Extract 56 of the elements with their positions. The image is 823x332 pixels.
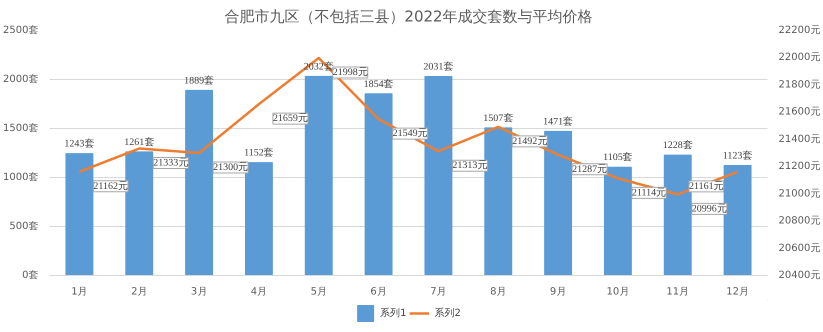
data-label: 21333元 xyxy=(153,158,188,169)
data-label: 1152套 xyxy=(244,146,274,159)
y-tick-label: 0套 xyxy=(22,269,39,281)
x-tick-label: 9月 xyxy=(550,286,566,298)
y-tick-label: 2000套 xyxy=(3,73,39,85)
data-label: 1243套 xyxy=(64,138,94,150)
x-tick-label: 3月 xyxy=(190,286,208,298)
x-tick-label: 8月 xyxy=(490,286,506,298)
y2-tick-label: 22200元 xyxy=(778,25,820,36)
x-tick-label: 4月 xyxy=(250,286,268,298)
y2-tick-label: 20600元 xyxy=(778,242,820,254)
chart-title: 合肥市九区（不包括三县）2022年成交套数与平均价格 xyxy=(224,8,593,26)
y2-tick-label: 21400元 xyxy=(778,134,820,145)
data-label: 2031套 xyxy=(423,60,454,72)
x-tick-label: 5月 xyxy=(310,286,327,298)
bar xyxy=(65,153,94,276)
data-label: 21998元 xyxy=(332,66,368,78)
x-tick-label: 6月 xyxy=(370,286,387,298)
x-tick-label: 2月 xyxy=(131,286,148,298)
legend-label: 系列1 xyxy=(380,306,406,320)
data-label: 21313元 xyxy=(452,160,488,172)
data-label: 21659元 xyxy=(272,113,308,124)
x-tick-label: 12月 xyxy=(726,286,749,298)
data-label: 21162元 xyxy=(93,180,128,192)
data-label: 21549元 xyxy=(392,128,428,140)
data-label: 20996元 xyxy=(692,203,727,214)
data-label: 1123套 xyxy=(722,149,752,162)
data-label: 1507套 xyxy=(483,112,514,124)
y-tick-label: 1000套 xyxy=(3,171,39,183)
data-label: 1228套 xyxy=(662,139,693,152)
y2-tick-label: 21000元 xyxy=(778,188,820,200)
y2-tick-label: 20400元 xyxy=(778,270,820,281)
y2-tick-label: 21200元 xyxy=(778,161,820,172)
y2-tick-label: 21800元 xyxy=(778,79,820,90)
legend-label: 系列2 xyxy=(434,306,461,320)
data-label: 1105套 xyxy=(603,151,633,164)
data-label: 21161元 xyxy=(688,180,724,192)
bar xyxy=(364,93,393,276)
y2-tick-label: 20800元 xyxy=(778,216,820,227)
data-label: 21114元 xyxy=(632,187,666,198)
x-tick-label: 11月 xyxy=(666,286,690,298)
y2-tick-label: 22000元 xyxy=(778,52,820,64)
y-tick-label: 2500套 xyxy=(3,24,39,36)
y2-tick-label: 21600元 xyxy=(778,106,820,118)
data-label: 1889套 xyxy=(184,74,214,86)
data-label: 1854套 xyxy=(364,78,394,90)
data-label: 21492元 xyxy=(512,136,548,147)
y-tick-label: 1500套 xyxy=(3,122,39,134)
y-tick-label: 500套 xyxy=(9,220,39,232)
data-label: 1471套 xyxy=(543,115,574,128)
x-tick-label: 10月 xyxy=(606,286,630,298)
x-tick-label: 1月 xyxy=(71,286,88,298)
x-tick-label: 7月 xyxy=(430,286,447,298)
data-label: 1261套 xyxy=(124,136,154,148)
data-label: 21287元 xyxy=(572,164,608,175)
data-label: 21300元 xyxy=(213,162,248,173)
